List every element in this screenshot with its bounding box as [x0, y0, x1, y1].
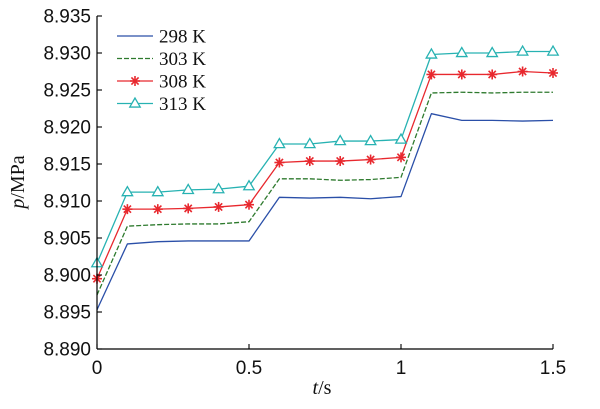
- data-point-marker: [333, 134, 347, 146]
- data-point-marker: [364, 134, 377, 146]
- star-stroke: [184, 204, 193, 213]
- star-stroke: [153, 204, 162, 214]
- data-point-marker: [274, 157, 285, 168]
- y-tick-label: 8.900: [43, 266, 91, 287]
- axes-layer: [96, 16, 553, 350]
- data-point-marker: [548, 67, 558, 78]
- y-tick-label: 8.905: [43, 229, 91, 250]
- star-stroke: [275, 158, 284, 167]
- legend-label: 303 K: [159, 49, 206, 70]
- x-axis-variable: t: [313, 377, 319, 399]
- data-point-marker: [425, 47, 438, 59]
- y-axis-title: p/MPa: [7, 155, 29, 210]
- data-point-marker: [151, 185, 165, 197]
- y-axis-variable: p: [7, 199, 29, 211]
- legend-item: 303 K: [117, 49, 206, 70]
- star-stroke: [427, 70, 436, 79]
- data-point-marker: [183, 203, 194, 214]
- data-point-marker: [242, 179, 256, 191]
- y-tick-label: 8.925: [43, 81, 91, 102]
- y-tick-label: 8.895: [43, 303, 91, 324]
- data-point-marker: [335, 156, 346, 167]
- x-axis-unit: /s: [318, 377, 332, 399]
- y-tick-label: 8.890: [43, 340, 91, 361]
- legend-item: 298 K: [117, 27, 206, 48]
- data-point-marker: [303, 137, 317, 149]
- legend-swatch-marker: [128, 96, 142, 108]
- series-308-k: [92, 66, 558, 284]
- data-point-marker: [244, 199, 254, 210]
- data-point-marker: [455, 46, 469, 58]
- star-stroke: [548, 68, 558, 78]
- data-point-marker: [365, 154, 376, 165]
- star-stroke: [457, 70, 466, 79]
- data-point-marker: [546, 44, 560, 56]
- x-tick-label: 1: [396, 358, 407, 379]
- star-stroke: [488, 70, 497, 79]
- star-stroke: [244, 200, 254, 209]
- series-313-k: [90, 44, 560, 268]
- series-line: [96, 50, 553, 264]
- legend-swatch-marker: [130, 76, 140, 86]
- y-tick-label: 8.930: [43, 44, 91, 65]
- y-tick-label: 8.935: [43, 7, 91, 28]
- data-point-marker: [181, 183, 195, 195]
- data-point-marker: [273, 137, 286, 149]
- star-stroke: [518, 67, 527, 76]
- data-point-marker: [152, 204, 163, 215]
- y-axis-unit: /MPa: [7, 155, 29, 198]
- star-stroke: [396, 153, 406, 162]
- x-tick-label: 1.5: [540, 358, 566, 379]
- data-point-marker: [485, 46, 499, 58]
- data-point-marker: [304, 156, 315, 167]
- star-stroke: [123, 204, 132, 214]
- series-line: [96, 113, 554, 311]
- data-point-marker: [396, 152, 406, 163]
- data-point-marker: [122, 204, 133, 215]
- star-stroke: [214, 202, 223, 212]
- series-layer: [90, 44, 560, 311]
- star-stroke: [336, 156, 345, 166]
- data-point-marker: [212, 182, 225, 194]
- legend-label: 298 K: [159, 27, 206, 48]
- ticks-layer: 8.890 8.895 8.900 8.905 8.910 8.915 8.920 8.925…: [43, 7, 566, 380]
- data-point-marker: [121, 185, 134, 197]
- legend-label: 313 K: [159, 94, 206, 115]
- legend-item: 313 K: [117, 94, 206, 115]
- legend-item: 308 K: [117, 72, 206, 93]
- series-298-k: [96, 113, 554, 311]
- data-point-marker: [456, 69, 467, 80]
- y-tick-label: 8.915: [43, 155, 91, 176]
- legend-label: 308 K: [159, 72, 206, 93]
- y-tick-label: 8.920: [43, 118, 91, 139]
- x-tick-label: 0: [92, 358, 103, 379]
- series-line: [96, 91, 553, 296]
- y-tick-label: 8.910: [43, 192, 91, 213]
- data-point-marker: [487, 69, 498, 80]
- data-point-marker: [213, 201, 224, 212]
- data-point-marker: [426, 69, 437, 80]
- star-stroke: [130, 76, 140, 86]
- data-point-marker: [516, 44, 529, 56]
- x-tick-label: 0.5: [236, 358, 262, 379]
- data-point-marker: [394, 132, 408, 144]
- series-line: [96, 70, 554, 279]
- star-stroke: [366, 155, 375, 164]
- x-axis-title: t/s: [313, 377, 332, 399]
- star-stroke: [305, 156, 314, 166]
- series-303-k: [96, 91, 553, 296]
- data-point-marker: [517, 66, 528, 77]
